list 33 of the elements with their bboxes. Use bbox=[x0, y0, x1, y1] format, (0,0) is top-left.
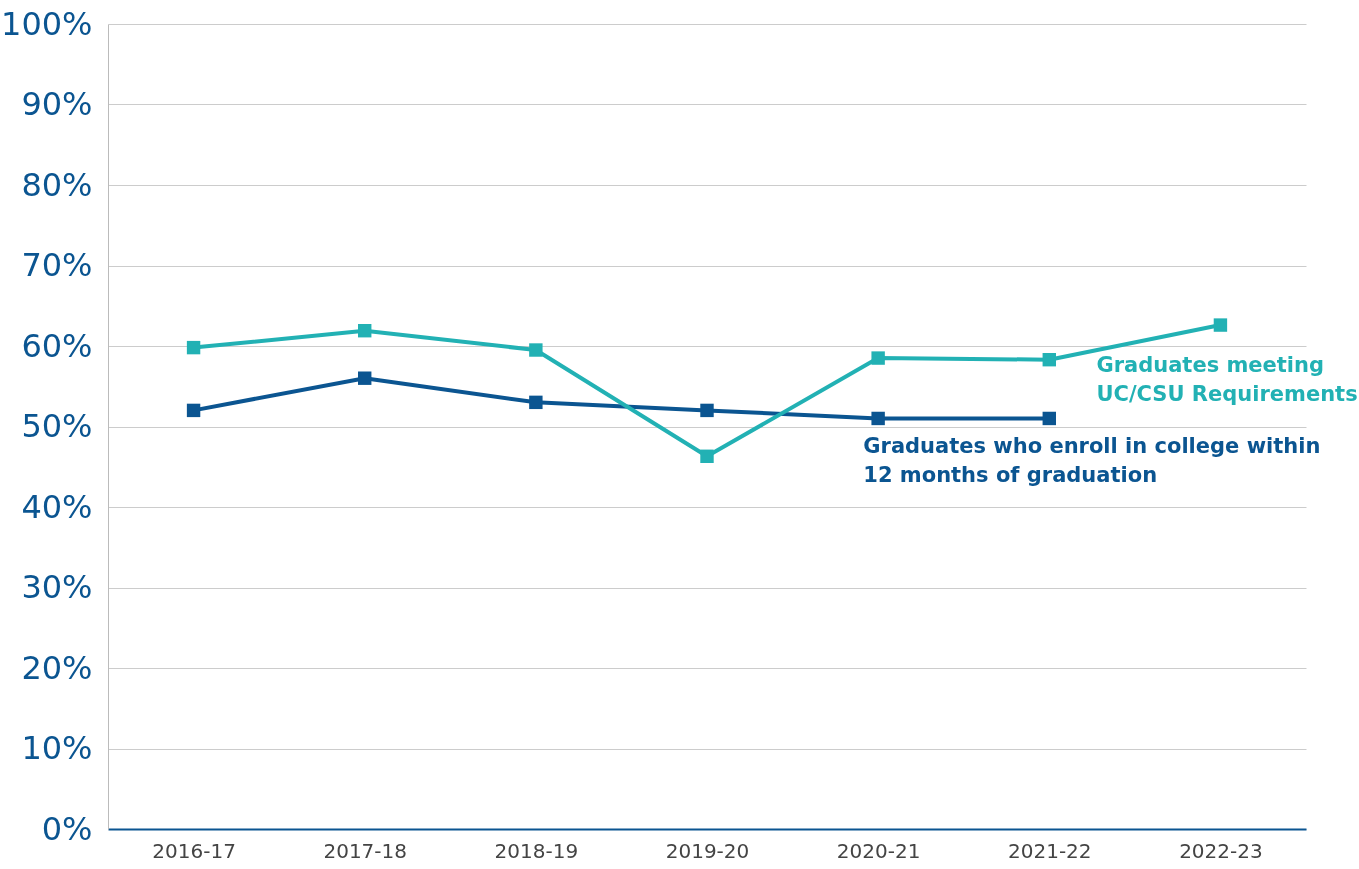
point bbox=[186, 340, 201, 355]
point bbox=[1042, 411, 1056, 426]
series-label: Graduates meeting UC/CSU Requirements bbox=[1096, 353, 1358, 407]
y-tick-label: 20% bbox=[21, 648, 93, 687]
x-tick-label: 2022-23 bbox=[1179, 838, 1263, 863]
x-tick-label: 2018-19 bbox=[494, 838, 579, 863]
y-tick-label: 90% bbox=[21, 85, 93, 123]
x-tick-label: 2017-18 bbox=[323, 838, 407, 863]
series-label: Graduates who enroll in college within 12 months of graduation bbox=[863, 434, 1321, 488]
point bbox=[529, 395, 543, 410]
x-tick-label: 2016-17 bbox=[152, 838, 236, 863]
point bbox=[1042, 352, 1056, 367]
y-tick-label: 40% bbox=[21, 487, 93, 526]
x-tick-label: 2019-20 bbox=[665, 838, 750, 863]
point bbox=[1213, 318, 1228, 332]
y-tick-label: 70% bbox=[21, 246, 93, 284]
x-tick-label: 2021-22 bbox=[1008, 838, 1092, 863]
y-tick-label: 80% bbox=[21, 165, 93, 204]
y-tick-label: 50% bbox=[21, 407, 93, 445]
x-tick-label: 2020-21 bbox=[836, 838, 921, 863]
point bbox=[700, 403, 714, 418]
point bbox=[871, 411, 885, 426]
point bbox=[700, 449, 714, 463]
y-tick-label: 100% bbox=[1, 4, 93, 43]
point bbox=[529, 343, 543, 357]
point bbox=[871, 351, 885, 365]
y-tick-label: 30% bbox=[21, 568, 93, 606]
point bbox=[358, 371, 372, 385]
y-tick-label: 10% bbox=[21, 729, 93, 767]
y-tick-label: 60% bbox=[21, 326, 93, 365]
y-tick-label: 0% bbox=[41, 809, 93, 848]
point bbox=[358, 324, 372, 338]
point bbox=[186, 403, 201, 418]
